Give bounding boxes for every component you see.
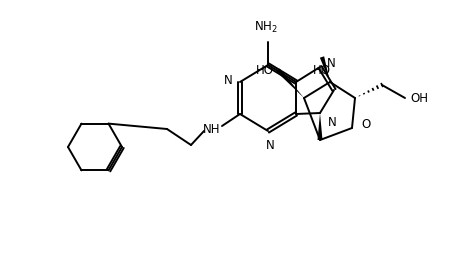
Text: HO: HO	[312, 64, 330, 77]
Text: N: N	[265, 139, 274, 152]
Polygon shape	[276, 69, 303, 98]
Polygon shape	[317, 113, 322, 140]
Text: HO: HO	[255, 63, 273, 76]
Text: NH: NH	[203, 123, 220, 136]
Text: O: O	[360, 117, 369, 130]
Text: OH: OH	[409, 92, 427, 104]
Text: N: N	[327, 116, 336, 129]
Text: N: N	[326, 56, 335, 69]
Text: N: N	[224, 73, 233, 86]
Text: NH$_2$: NH$_2$	[253, 20, 277, 35]
Polygon shape	[319, 56, 329, 82]
